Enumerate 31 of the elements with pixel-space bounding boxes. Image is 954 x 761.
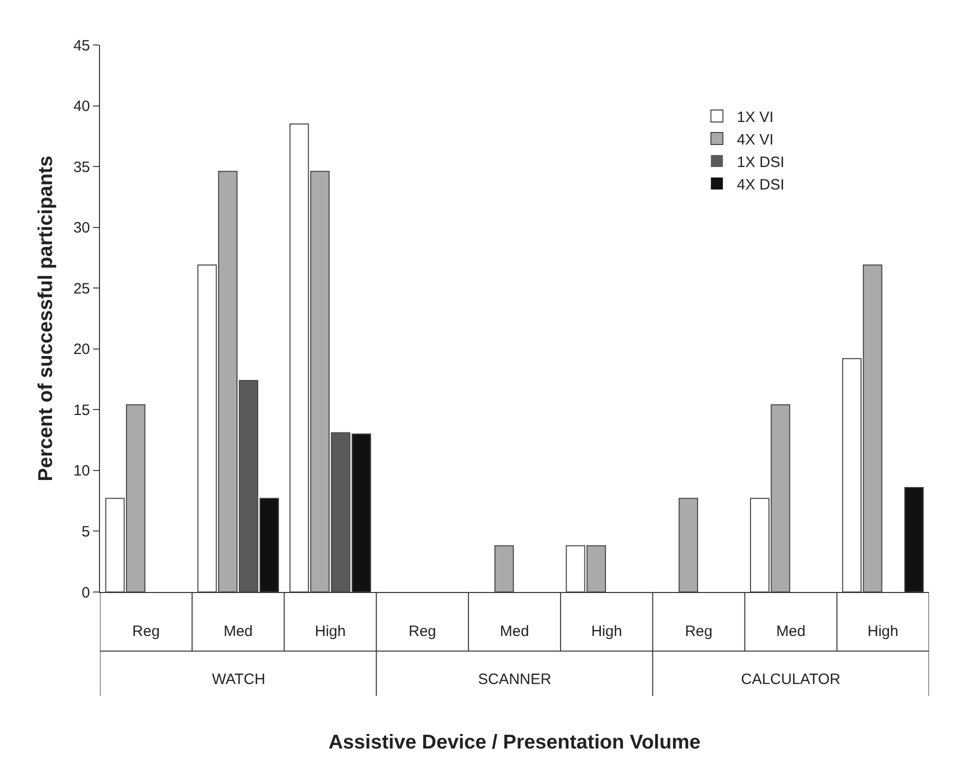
x-tick-label: Reg (132, 623, 160, 640)
bar (904, 486, 924, 592)
y-tick-label: 20 (73, 341, 90, 358)
x-tick-label: High (591, 623, 622, 640)
text: WATCH (212, 671, 266, 688)
legend-label: 4X VI (736, 131, 774, 148)
y-tick-label: 0 (82, 584, 90, 602)
x-tick-label: High (868, 623, 898, 640)
y-tick-label: 35 (73, 158, 90, 176)
y-tick-label: 45 (73, 37, 90, 54)
legend-label: 1X VI (736, 108, 774, 126)
y-tick-label: 10 (73, 462, 90, 480)
x-tick-label: Med (500, 623, 530, 640)
x-axis-title: Assistive Device / Presentation Volume (328, 732, 701, 754)
x-tick-label: High (314, 623, 346, 640)
legend-label: 4X DSI (736, 176, 784, 194)
text: SCANNER (478, 671, 552, 688)
y-tick-label: 25 (73, 280, 90, 298)
y-tick-label: 40 (73, 98, 90, 116)
x-tick-label: Med (776, 623, 806, 640)
legend-label: 1X DSI (736, 154, 784, 171)
bar (494, 545, 514, 592)
y-axis-title: Percent of successful participants (34, 156, 57, 482)
y-tick-label: 15 (73, 402, 90, 419)
y-tick-label: 30 (73, 220, 90, 237)
text: CALCULATOR (741, 671, 841, 688)
x-tick-label: Reg (684, 623, 712, 640)
y-tick-label: 5 (82, 523, 90, 540)
x-tick-label: Med (224, 623, 253, 640)
bar (678, 498, 698, 592)
x-tick-label: Reg (408, 623, 436, 640)
